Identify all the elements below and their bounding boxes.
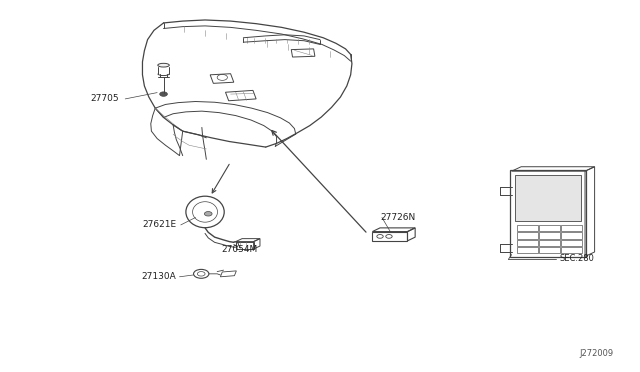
Text: SEC.280: SEC.280 (559, 254, 595, 263)
Circle shape (204, 212, 212, 216)
Text: 27705: 27705 (90, 94, 119, 103)
Circle shape (160, 92, 168, 96)
Bar (516, 240, 538, 246)
Bar (561, 240, 582, 246)
Bar (515, 176, 581, 221)
Bar (539, 225, 560, 231)
Bar (561, 225, 582, 231)
Bar (539, 247, 560, 253)
Text: 27130A: 27130A (141, 272, 176, 281)
Text: 27726N: 27726N (381, 213, 416, 222)
Bar (539, 232, 560, 239)
Text: 27621E: 27621E (142, 221, 176, 230)
Ellipse shape (158, 63, 170, 67)
Bar (516, 225, 538, 231)
Bar (561, 232, 582, 239)
Bar (516, 247, 538, 253)
Bar (539, 240, 560, 246)
Bar (516, 232, 538, 239)
Bar (561, 247, 582, 253)
Text: 27054M: 27054M (221, 244, 257, 253)
Text: J272009: J272009 (580, 349, 614, 358)
